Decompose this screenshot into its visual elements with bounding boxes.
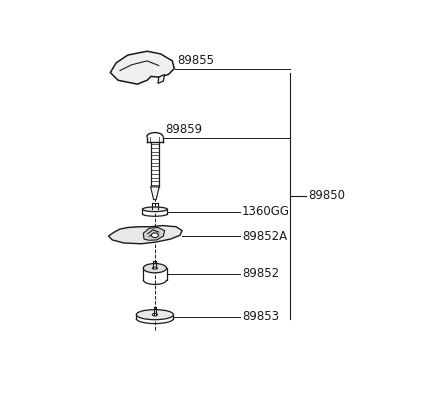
Polygon shape — [108, 226, 182, 244]
Text: 89850: 89850 — [308, 189, 345, 202]
Ellipse shape — [142, 207, 167, 211]
Polygon shape — [110, 51, 174, 84]
Ellipse shape — [136, 310, 173, 320]
Polygon shape — [158, 74, 164, 83]
Text: 89852: 89852 — [242, 268, 279, 281]
Text: 89859: 89859 — [165, 123, 202, 136]
Ellipse shape — [143, 264, 167, 273]
Ellipse shape — [152, 313, 158, 316]
Ellipse shape — [152, 267, 158, 269]
Polygon shape — [151, 187, 159, 200]
Text: 1360GG: 1360GG — [242, 205, 290, 218]
Text: 89853: 89853 — [242, 310, 279, 323]
Text: 89855: 89855 — [177, 54, 214, 67]
Text: 89852A: 89852A — [242, 230, 287, 242]
Polygon shape — [143, 228, 164, 240]
Ellipse shape — [151, 233, 158, 238]
